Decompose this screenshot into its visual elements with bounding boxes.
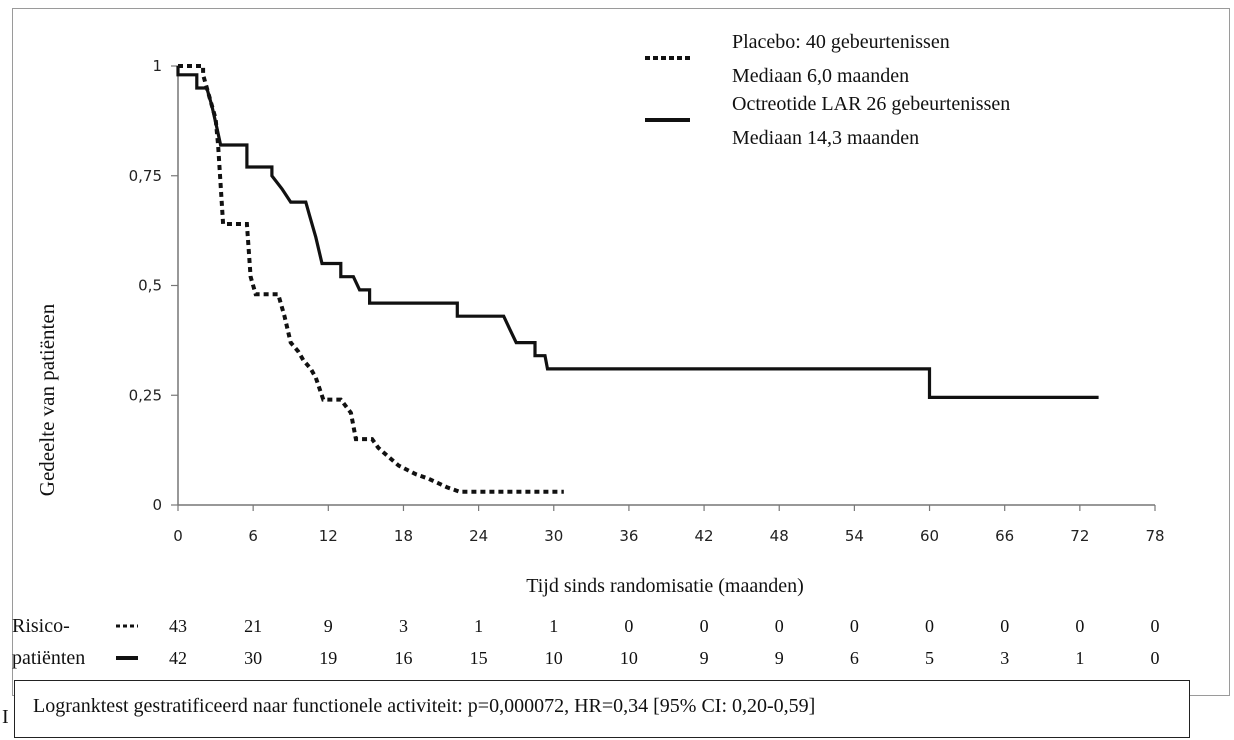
- axes: 0 6 12 18 24 30 36 42 48 54 60 66 72 78 0 0,25 0,5 0,75 1: [129, 57, 1165, 545]
- risk-count: 19: [319, 648, 337, 668]
- risk-count: 1: [1075, 648, 1084, 668]
- stray-character: I: [2, 706, 9, 729]
- x-tick-label: 72: [1070, 527, 1089, 545]
- placebo-curve: [178, 66, 564, 492]
- risk-count: 0: [1075, 616, 1084, 636]
- x-tick-label: 60: [920, 527, 939, 545]
- x-tick-label: 0: [173, 527, 183, 545]
- y-tick-label: 0,25: [129, 386, 162, 404]
- risk-count: 9: [775, 648, 784, 668]
- risk-count: 0: [1151, 616, 1160, 636]
- risk-values: 43 21 9 3 1 1 0 0 0 0 0 0 0 042 30 19 16 15 10 10 9 9 6 5 3 1 0: [116, 616, 1160, 668]
- x-tick-label: 48: [770, 527, 789, 545]
- risk-count: 1: [549, 616, 558, 636]
- risk-count: 0: [700, 616, 709, 636]
- risk-count: 1: [474, 616, 483, 636]
- y-axis-label: Gedeelte van patiënten: [35, 303, 59, 496]
- x-axis-label: Tijd sinds randomisatie (maanden): [526, 575, 804, 597]
- legend: Placebo: 40 gebeurtenissen Mediaan 6,0 ma…: [645, 31, 1010, 149]
- x-tick-label: 12: [319, 527, 338, 545]
- risk-count: 0: [850, 616, 859, 636]
- risk-count: 0: [925, 616, 934, 636]
- x-tick-label: 30: [544, 527, 563, 545]
- octreotide-curve: [178, 66, 1099, 397]
- risk-label-line2: patiënten: [12, 647, 85, 669]
- risk-count: 5: [925, 648, 934, 668]
- y-tick-label: 0: [152, 496, 162, 514]
- risk-count: 9: [700, 648, 709, 668]
- legend-series-name: Placebo: 40 gebeurtenissen: [732, 31, 950, 53]
- risk-table: Risico- patiënten 43 21 9 3 1 1 0 0 0 0 0 0 0 042 30 19…: [12, 615, 1160, 669]
- risk-count: 0: [624, 616, 633, 636]
- risk-count: 43: [169, 616, 187, 636]
- risk-count: 9: [324, 616, 333, 636]
- risk-count: 10: [620, 648, 638, 668]
- risk-count: 30: [244, 648, 262, 668]
- x-tick-label: 66: [995, 527, 1014, 545]
- risk-count: 10: [545, 648, 563, 668]
- y-tick-label: 0,5: [138, 277, 162, 295]
- x-tick-label: 42: [695, 527, 714, 545]
- risk-label-line1: Risico-: [12, 615, 70, 637]
- risk-count: 0: [1000, 616, 1009, 636]
- risk-count: 42: [169, 648, 187, 668]
- risk-count: 15: [470, 648, 488, 668]
- risk-count: 6: [850, 648, 859, 668]
- risk-count: 16: [394, 648, 412, 668]
- risk-count: 0: [775, 616, 784, 636]
- legend-median: Mediaan 14,3 maanden: [732, 127, 919, 149]
- logrank-text: Logranktest gestratificeerd naar functio…: [33, 695, 815, 717]
- logrank-box: Logranktest gestratificeerd naar functio…: [14, 680, 1190, 738]
- risk-count: 21: [244, 616, 262, 636]
- survival-curves: [178, 66, 1099, 492]
- y-tick-label: 0,75: [129, 167, 162, 185]
- x-tick-label: 6: [248, 527, 258, 545]
- risk-count: 0: [1151, 648, 1160, 668]
- x-tick-label: 54: [845, 527, 864, 545]
- risk-count: 3: [399, 616, 408, 636]
- risk-count: 3: [1000, 648, 1009, 668]
- y-tick-label: 1: [152, 57, 162, 75]
- x-tick-label: 18: [394, 527, 413, 545]
- legend-series-name: Octreotide LAR 26 gebeurtenissen: [732, 93, 1010, 115]
- x-tick-label: 78: [1145, 527, 1164, 545]
- legend-median: Mediaan 6,0 maanden: [732, 65, 909, 87]
- x-tick-label: 24: [469, 527, 488, 545]
- x-tick-label: 36: [619, 527, 638, 545]
